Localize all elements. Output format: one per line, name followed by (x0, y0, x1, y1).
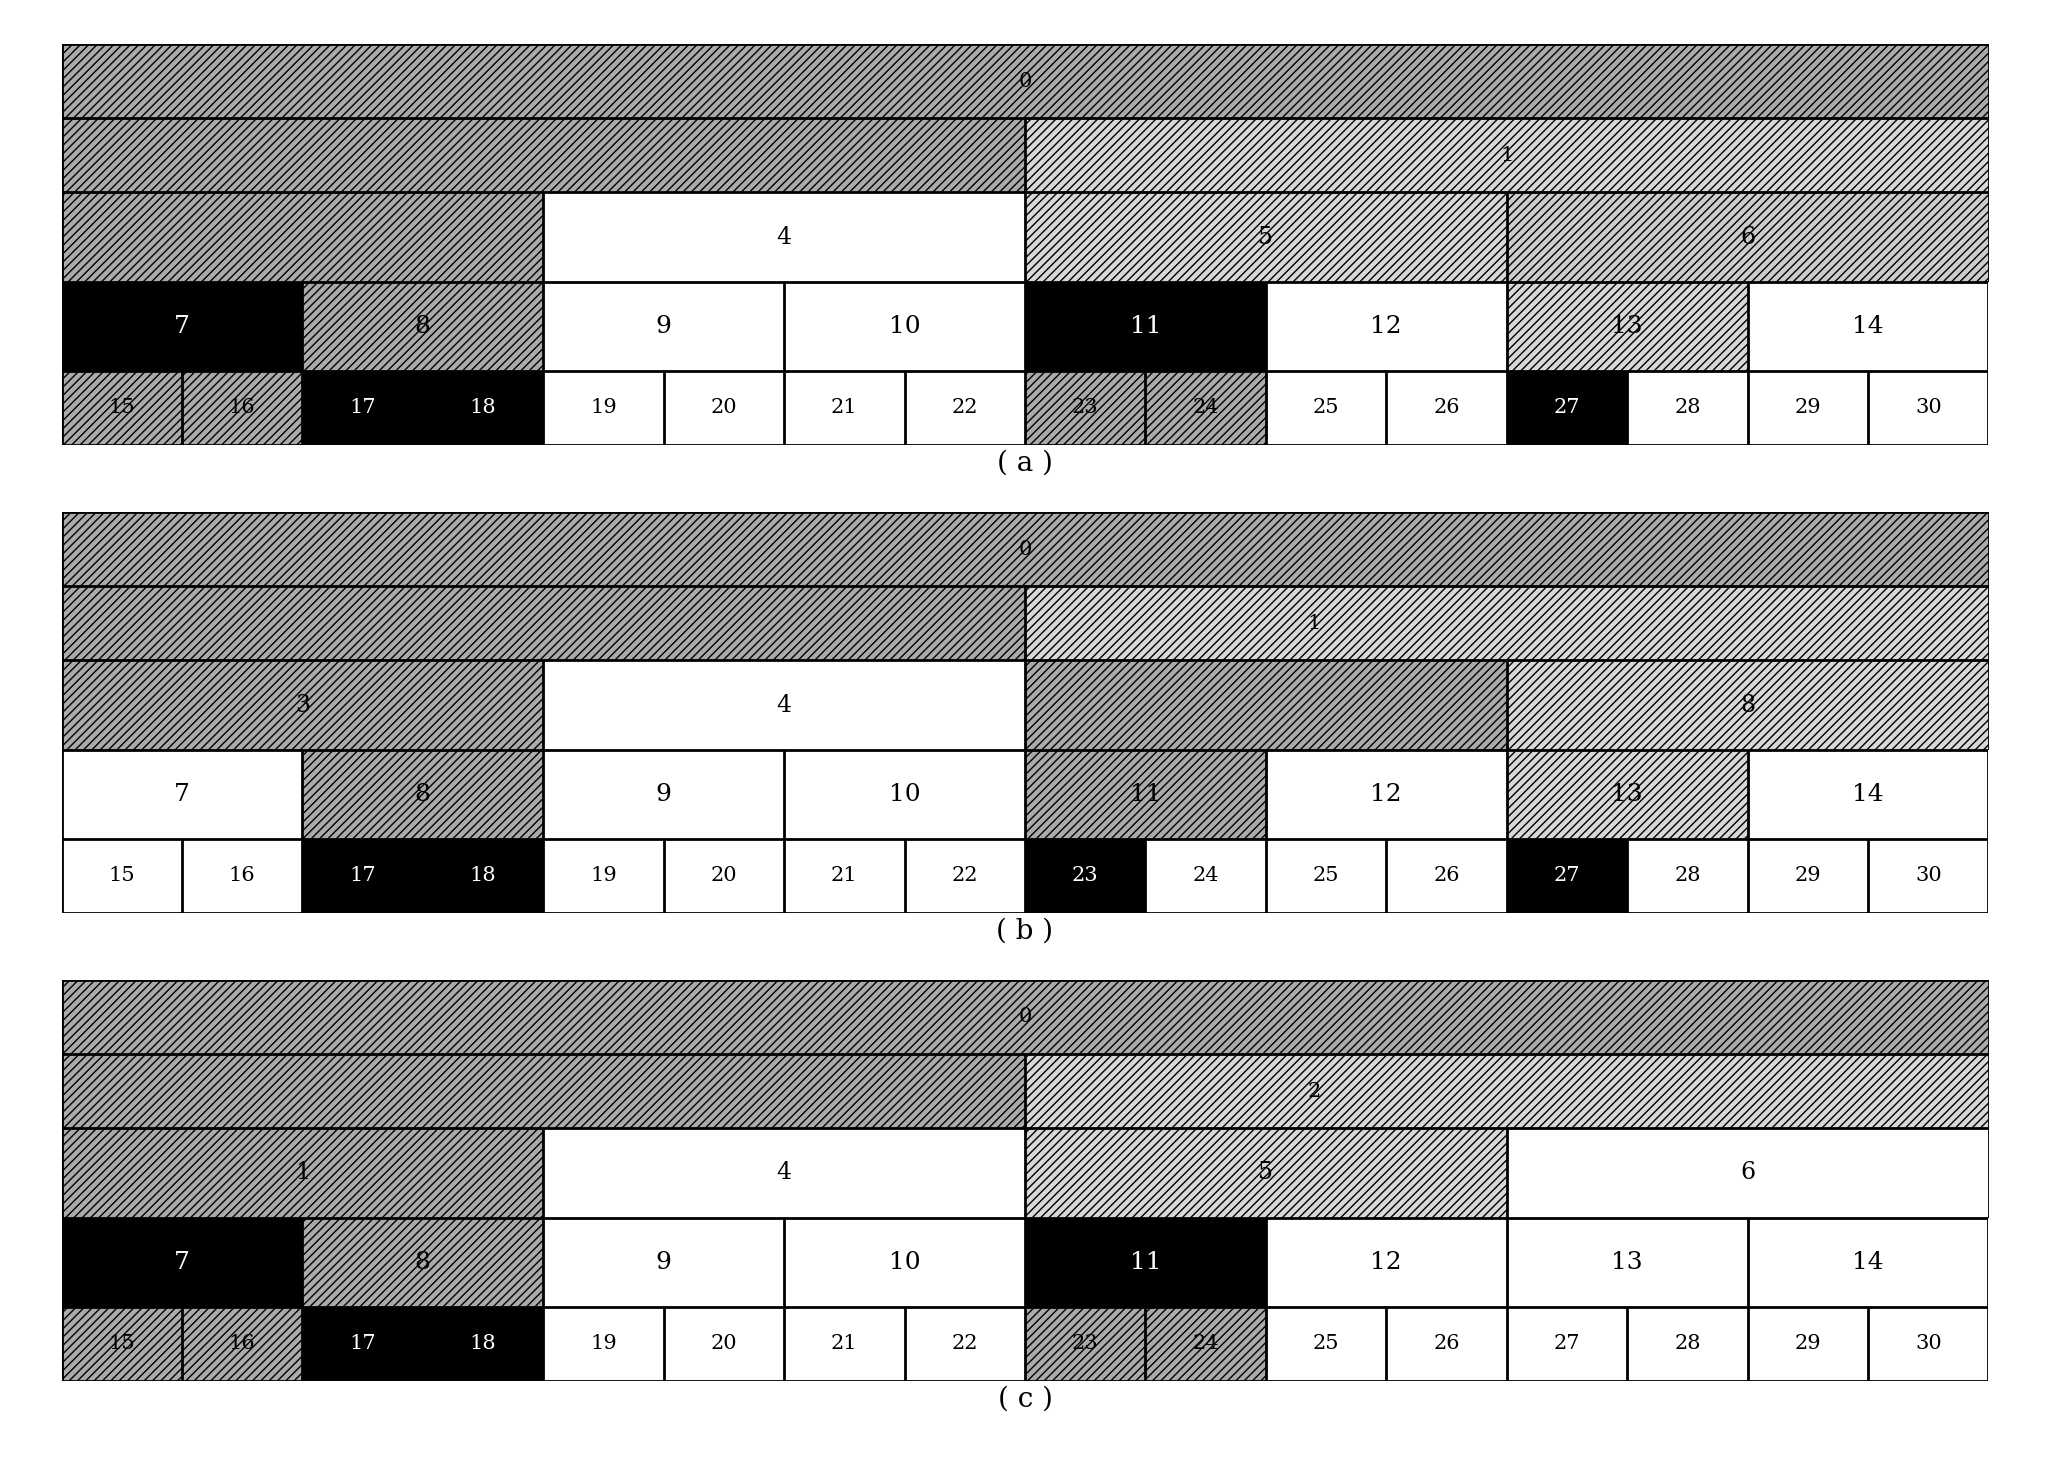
Text: 28: 28 (1675, 1335, 1702, 1354)
Text: 11: 11 (1130, 782, 1160, 806)
Text: 26: 26 (1433, 398, 1460, 417)
Text: 18: 18 (469, 398, 496, 417)
Text: 14: 14 (1853, 314, 1884, 338)
Text: 13: 13 (1611, 782, 1642, 806)
Text: 2: 2 (1308, 1082, 1320, 1101)
Text: 8: 8 (414, 782, 430, 806)
Text: 26: 26 (1433, 1335, 1460, 1354)
Text: 14: 14 (1853, 1250, 1884, 1273)
Text: 24: 24 (1193, 867, 1220, 886)
Text: 23: 23 (1072, 1335, 1099, 1354)
Text: 23: 23 (1072, 398, 1099, 417)
Text: 29: 29 (1794, 398, 1820, 417)
Text: 20: 20 (711, 398, 738, 417)
Text: 4: 4 (777, 1161, 791, 1184)
Text: 30: 30 (1915, 1335, 1941, 1354)
Text: 24: 24 (1193, 398, 1220, 417)
Text: 4: 4 (777, 693, 791, 716)
Text: 0: 0 (1019, 539, 1031, 558)
Text: 28: 28 (1675, 398, 1702, 417)
Text: 15: 15 (109, 867, 135, 886)
Text: 19: 19 (590, 867, 617, 886)
Text: 27: 27 (1554, 1335, 1581, 1354)
Text: 9: 9 (656, 314, 672, 338)
Text: 27: 27 (1554, 867, 1581, 886)
Text: 25: 25 (1312, 398, 1339, 417)
Text: 30: 30 (1915, 398, 1941, 417)
Text: 8: 8 (1740, 693, 1755, 716)
Text: 16: 16 (230, 398, 256, 417)
Text: 6: 6 (1740, 1161, 1755, 1184)
Text: 12: 12 (1371, 1250, 1402, 1273)
Text: 20: 20 (711, 1335, 738, 1354)
Text: 21: 21 (830, 398, 857, 417)
Text: 13: 13 (1611, 1250, 1642, 1273)
Text: 22: 22 (951, 867, 978, 886)
Text: 30: 30 (1915, 867, 1941, 886)
Text: 12: 12 (1371, 782, 1402, 806)
Text: 26: 26 (1433, 867, 1460, 886)
Text: 1: 1 (1308, 614, 1320, 633)
Text: 25: 25 (1312, 867, 1339, 886)
Text: 23: 23 (1072, 867, 1099, 886)
Text: 15: 15 (109, 398, 135, 417)
Text: 14: 14 (1853, 782, 1884, 806)
Text: 7: 7 (174, 1250, 191, 1273)
Text: 10: 10 (890, 782, 920, 806)
Text: 11: 11 (1130, 1250, 1160, 1273)
Text: 27: 27 (1554, 398, 1581, 417)
Text: 6: 6 (1740, 225, 1755, 249)
Text: 9: 9 (656, 1250, 672, 1273)
Text: 8: 8 (414, 314, 430, 338)
Text: 24: 24 (1193, 1335, 1220, 1354)
Text: 17: 17 (348, 398, 375, 417)
Text: 21: 21 (830, 1335, 857, 1354)
Text: 11: 11 (1130, 314, 1160, 338)
Text: 12: 12 (1371, 314, 1402, 338)
Text: 13: 13 (1611, 314, 1642, 338)
Text: 5: 5 (1259, 225, 1273, 249)
Text: 17: 17 (348, 867, 375, 886)
Text: 0: 0 (1019, 72, 1031, 91)
Text: 22: 22 (951, 398, 978, 417)
Text: 17: 17 (348, 1335, 375, 1354)
Text: ( a ): ( a ) (996, 450, 1054, 477)
Text: 18: 18 (469, 867, 496, 886)
Text: 15: 15 (109, 1335, 135, 1354)
Text: 21: 21 (830, 867, 857, 886)
Text: 1: 1 (1501, 146, 1513, 165)
Text: 10: 10 (890, 1250, 920, 1273)
Text: 0: 0 (1019, 1007, 1031, 1026)
Text: 22: 22 (951, 1335, 978, 1354)
Text: 3: 3 (295, 693, 310, 716)
Text: 10: 10 (890, 314, 920, 338)
Text: 29: 29 (1794, 1335, 1820, 1354)
Text: 20: 20 (711, 867, 738, 886)
Text: 5: 5 (1259, 1161, 1273, 1184)
Text: 29: 29 (1794, 867, 1820, 886)
Text: 25: 25 (1312, 1335, 1339, 1354)
Text: 8: 8 (414, 1250, 430, 1273)
Text: 16: 16 (230, 1335, 256, 1354)
Text: 1: 1 (295, 1161, 310, 1184)
Text: 18: 18 (469, 1335, 496, 1354)
Text: ( c ): ( c ) (998, 1386, 1052, 1414)
Text: 7: 7 (174, 782, 191, 806)
Text: 19: 19 (590, 1335, 617, 1354)
Text: 4: 4 (777, 225, 791, 249)
Text: 9: 9 (656, 782, 672, 806)
Text: 19: 19 (590, 398, 617, 417)
Text: ( b ): ( b ) (996, 918, 1054, 944)
Text: 28: 28 (1675, 867, 1702, 886)
Text: 7: 7 (174, 314, 191, 338)
Text: 16: 16 (230, 867, 256, 886)
